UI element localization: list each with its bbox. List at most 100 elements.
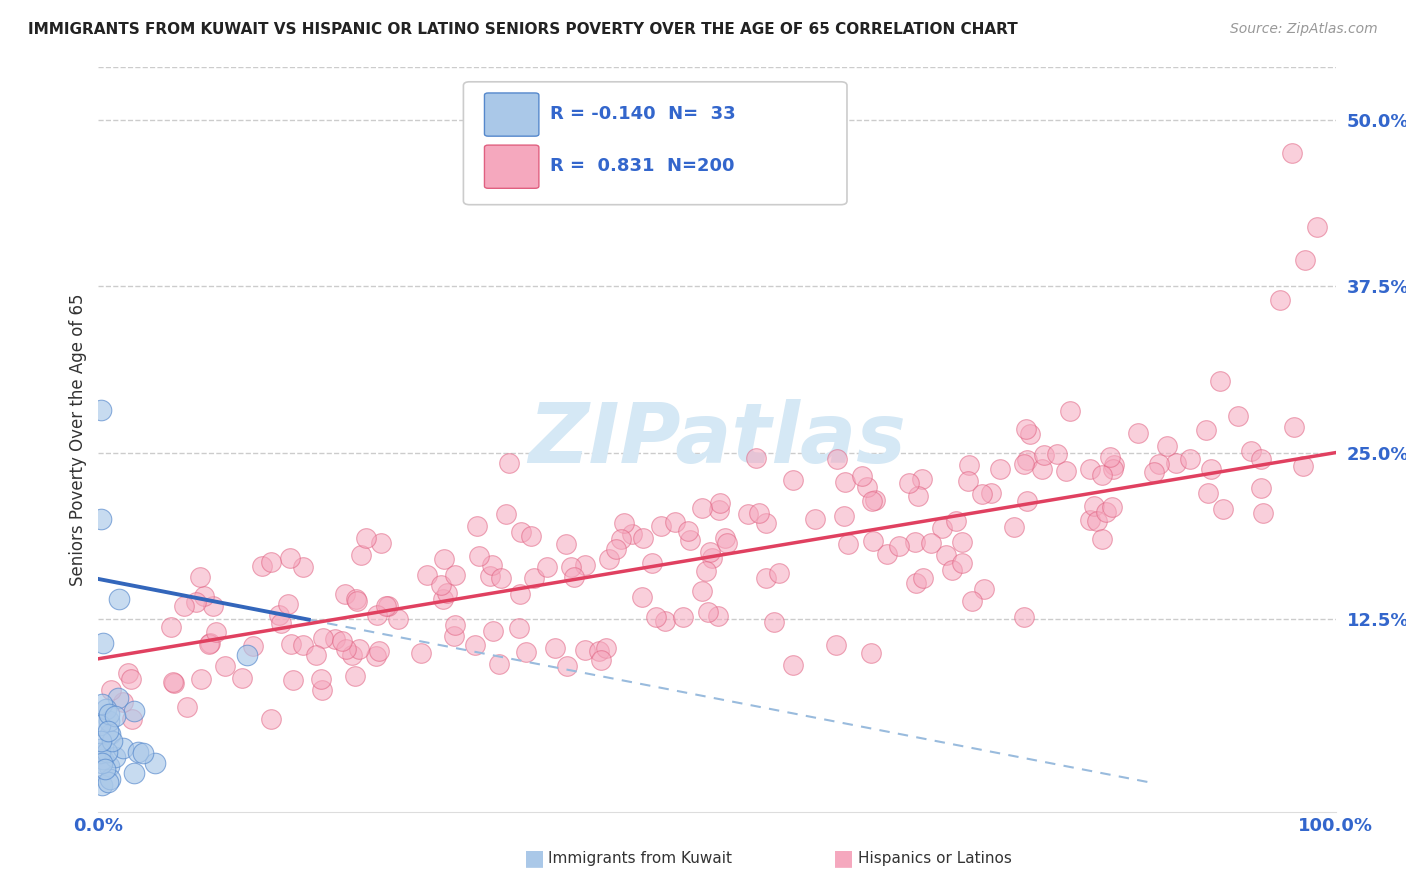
Point (907, 490, 929, 504)
Text: ZIPatlas: ZIPatlas (529, 399, 905, 480)
Point (312, 631, 335, 645)
Point (1253, 506, 1275, 520)
Point (825, 638, 848, 652)
Point (1281, 146, 1303, 161)
Point (1033, 448, 1056, 462)
Point (277, 597, 299, 611)
Point (278, 550, 301, 565)
Point (612, 516, 634, 531)
Point (200, 636, 222, 650)
Point (707, 609, 730, 624)
Point (1018, 427, 1040, 442)
Point (91, 752, 114, 766)
Point (560, 560, 582, 574)
Point (90, 733, 112, 747)
Point (344, 592, 367, 607)
Point (920, 535, 942, 549)
Point (1199, 462, 1222, 476)
Point (270, 615, 292, 630)
Point (1143, 466, 1166, 480)
Point (190, 672, 212, 686)
Point (374, 599, 396, 613)
Point (650, 518, 672, 533)
Point (709, 495, 731, 509)
Point (1095, 504, 1118, 518)
Point (96, 745, 118, 759)
Point (702, 551, 724, 566)
Point (1078, 461, 1101, 475)
Point (1090, 467, 1112, 482)
Point (101, 734, 124, 748)
Point (280, 637, 302, 651)
Point (973, 582, 995, 597)
Point (104, 750, 127, 764)
FancyBboxPatch shape (485, 93, 538, 136)
Point (252, 559, 274, 574)
FancyBboxPatch shape (464, 82, 846, 204)
Text: Immigrants from Kuwait: Immigrants from Kuwait (548, 851, 733, 865)
Point (436, 586, 458, 600)
Point (988, 462, 1011, 476)
Point (160, 620, 183, 634)
Point (696, 606, 718, 620)
Point (495, 507, 517, 521)
Point (851, 469, 873, 483)
Point (957, 458, 980, 473)
Point (860, 647, 883, 661)
Point (291, 638, 314, 652)
Point (970, 486, 993, 500)
Point (465, 518, 488, 533)
Point (935, 548, 957, 562)
Point (91, 698, 114, 712)
Point (1212, 502, 1234, 516)
Point (950, 535, 973, 549)
Point (98, 772, 121, 787)
Point (111, 695, 134, 709)
Point (737, 507, 759, 521)
Point (782, 473, 804, 487)
Point (90, 403, 112, 417)
Point (837, 537, 859, 551)
Y-axis label: Seniors Poverty Over the Age of 65: Seniors Poverty Over the Age of 65 (69, 293, 87, 585)
Point (1102, 462, 1125, 476)
Point (127, 745, 149, 759)
Point (654, 614, 676, 628)
Point (98, 706, 121, 721)
Point (832, 509, 855, 524)
Point (1282, 419, 1305, 434)
Point (631, 532, 654, 546)
Point (121, 712, 143, 726)
Point (690, 584, 713, 599)
Point (1054, 464, 1077, 478)
Point (699, 545, 721, 559)
Point (1002, 520, 1025, 534)
Point (1059, 404, 1081, 418)
Point (330, 633, 353, 648)
Point (354, 531, 377, 545)
Point (1268, 293, 1291, 307)
Point (260, 555, 283, 569)
Point (950, 556, 973, 570)
Point (370, 536, 392, 550)
Point (564, 570, 586, 584)
Point (962, 594, 984, 608)
Point (904, 575, 927, 590)
Point (645, 609, 668, 624)
Point (862, 534, 884, 549)
Point (143, 756, 166, 770)
Point (957, 474, 980, 488)
Text: IMMIGRANTS FROM KUWAIT VS HISPANIC OR LATINO SENIORS POVERTY OVER THE AGE OF 65 : IMMIGRANTS FROM KUWAIT VS HISPANIC OR LA… (28, 22, 1018, 37)
Point (488, 657, 510, 672)
Point (366, 608, 388, 623)
Point (1014, 610, 1036, 624)
Point (714, 531, 737, 545)
Point (595, 640, 617, 655)
Point (508, 621, 530, 635)
Point (432, 591, 454, 606)
Point (333, 587, 356, 601)
Point (1208, 374, 1230, 388)
Point (630, 591, 652, 605)
Point (242, 639, 264, 653)
Point (464, 639, 486, 653)
Point (188, 570, 211, 584)
